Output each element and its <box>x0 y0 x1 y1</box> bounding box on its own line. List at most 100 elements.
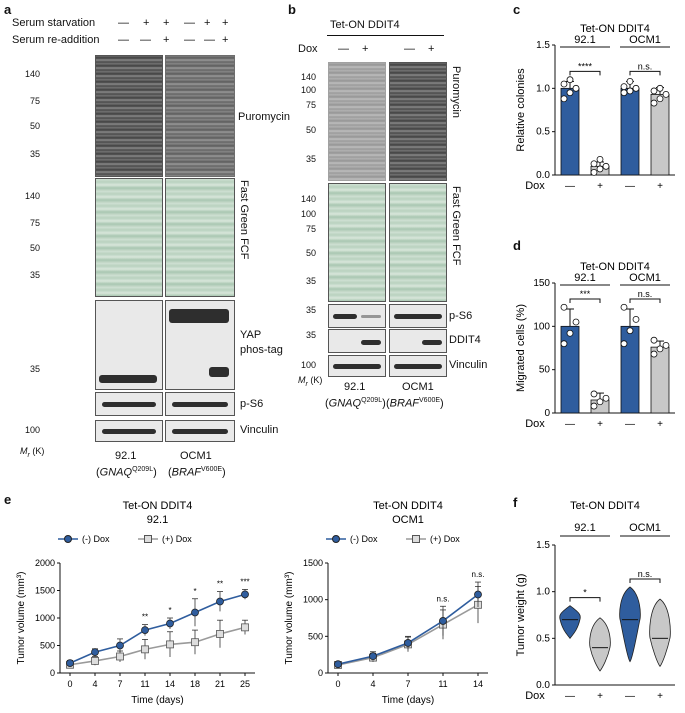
e2-xtick-label-3: 11 <box>438 679 447 689</box>
sign-a-1-3: + <box>163 17 170 29</box>
d-point-3-2 <box>662 342 670 349</box>
e2-point-0-0 <box>334 660 342 669</box>
e2-legend-marker-0 <box>332 535 340 543</box>
c-point-0-3 <box>560 80 568 88</box>
c-point-1-2 <box>602 162 610 170</box>
e2-xtick-label-1: 4 <box>370 679 375 689</box>
dox-label-b: Dox <box>298 43 318 55</box>
e1-series-line-1 <box>69 626 246 666</box>
e2-series-line-0 <box>337 593 479 665</box>
e2-ytick-label-3: 1500 <box>303 558 323 568</box>
e1-ytick-label-0: 0 <box>50 668 55 678</box>
panel-label-f: f <box>513 495 518 510</box>
d-point-1-3 <box>590 390 598 398</box>
e1-ytick-label-4: 2000 <box>35 558 55 568</box>
divider-b <box>327 35 444 36</box>
f-ytick-label-3: 1.5 <box>536 540 550 551</box>
c-ytick-label-2: 1.0 <box>536 83 550 94</box>
sign-b-3: — <box>404 43 415 55</box>
f-ytick-label-2: 1.0 <box>536 587 550 598</box>
c-sig-bracket-0 <box>569 70 601 76</box>
e2-ytick-label-2: 1000 <box>303 595 323 605</box>
e1-point-1-1 <box>91 656 99 665</box>
chart-d-migrated-cells: Tet-ON DDIT4 0 50 100 150 Migrated cells (%) —… <box>515 261 675 430</box>
e1-xtick-label-2: 7 <box>117 679 122 689</box>
blot-a-vinc-92 <box>95 420 163 442</box>
d-point-0-2 <box>572 318 580 326</box>
chart-f-tumor-weight: Tet-ON DDIT4 0.0 0.5 1.0 1.5 Tumor weight (g)… <box>515 500 675 702</box>
c-point-0-2 <box>572 84 580 92</box>
d-xcat-3: + <box>657 419 663 430</box>
mw-b-vinc: 100 <box>300 360 316 370</box>
e1-xtick-label-7: 25 <box>240 679 250 689</box>
e2-ytick-label-1: 500 <box>308 631 323 641</box>
f-xlabel: Dox <box>525 690 545 702</box>
e1-xtick-label-4: 14 <box>165 679 175 689</box>
chart-e-ocm1-tumor-volume: Tet-ON DDIT4 OCM1 (-) Dox (+) Dox 0 500 1000 15… <box>284 500 488 706</box>
d-xcat-0: — <box>565 419 575 430</box>
c-point-1-4 <box>596 155 604 163</box>
e2-point-0-4 <box>474 590 482 599</box>
f-xcat-2: — <box>625 691 635 702</box>
d-point-1-2 <box>602 394 610 402</box>
c-point-1-0 <box>590 168 598 176</box>
d-point-3-1 <box>656 345 664 353</box>
panel-label-b: b <box>288 2 296 17</box>
blot-b-ps6-92 <box>328 304 386 328</box>
e1-sig-5: * <box>193 587 196 596</box>
e2-xlabel: Time (days) <box>382 695 434 706</box>
cell-b-ocm1-gene: (BRAFV600E) <box>386 397 444 410</box>
label-a-phostag: phos-tag <box>240 344 283 356</box>
d-xcat-1: + <box>597 419 603 430</box>
f-violin-2 <box>619 586 641 663</box>
mw-b-fcf-140: 140 <box>300 194 316 204</box>
c-ylabel: Relative colonies <box>515 68 527 152</box>
mw-b-puro-75: 75 <box>305 100 316 110</box>
f-violin-0 <box>559 605 581 639</box>
c-title: Tet-ON DDIT4 <box>580 23 650 35</box>
c-point-2-0 <box>620 89 628 97</box>
d-xlabel: Dox <box>525 418 545 430</box>
panel-label-c: c <box>513 2 521 17</box>
blot-a-ps6-92 <box>95 392 163 416</box>
c-sig-0: **** <box>578 61 593 71</box>
e1-point-0-0 <box>66 659 74 668</box>
d-point-1-0 <box>590 402 598 410</box>
label-a-fcf: Fast Green FCF <box>238 180 250 260</box>
sign-b-4: + <box>428 43 435 55</box>
cell-b-ocm1: OCM1 <box>402 381 434 393</box>
f-violin-1 <box>589 617 611 672</box>
c-sig-bracket-1 <box>629 70 661 76</box>
blot-b-fcf-92 <box>328 183 386 302</box>
blot-b-vinc-ocm1 <box>389 355 447 377</box>
cell-a-ocm1: OCM1 <box>180 450 212 462</box>
mw-a-puro-35: 35 <box>29 149 40 159</box>
d-bar-0 <box>560 325 580 414</box>
blot-a-puromycin-ocm1 <box>165 55 235 177</box>
mw-a-vinc: 100 <box>24 425 40 435</box>
d-ylabel: Migrated cells (%) <box>515 304 527 392</box>
c-point-1-3 <box>590 160 598 168</box>
mw-a-puro-140: 140 <box>24 69 40 79</box>
c-point-1-1 <box>596 165 604 173</box>
c-point-0-1 <box>566 89 574 97</box>
mw-b-fcf-50: 50 <box>305 248 316 258</box>
label-b-ddit4: DDIT4 <box>449 334 481 346</box>
label-b-ps6: p-S6 <box>449 310 473 322</box>
e1-legend-marker-0 <box>64 535 72 543</box>
e2-sig-4: n.s. <box>472 570 485 579</box>
c-point-2-2 <box>632 84 640 92</box>
f-ylabel: Tumor weight (g) <box>515 574 527 657</box>
e1-sig-4: * <box>168 606 171 615</box>
d-point-2-2 <box>632 316 640 323</box>
e2-point-0-3 <box>439 617 447 625</box>
mw-b-ddit4: 35 <box>305 330 316 340</box>
sign-a-2-5: — <box>204 34 215 46</box>
e1-legend-label-1: (+) Dox <box>162 534 192 544</box>
e2-series-line-1 <box>337 604 479 666</box>
sign-a-1-2: + <box>143 17 150 29</box>
d-group-1: OCM1 <box>629 272 661 284</box>
f-sig-0: * <box>583 588 587 598</box>
blot-a-fcf-92 <box>95 178 163 297</box>
e1-xlabel: Time (days) <box>131 695 183 706</box>
